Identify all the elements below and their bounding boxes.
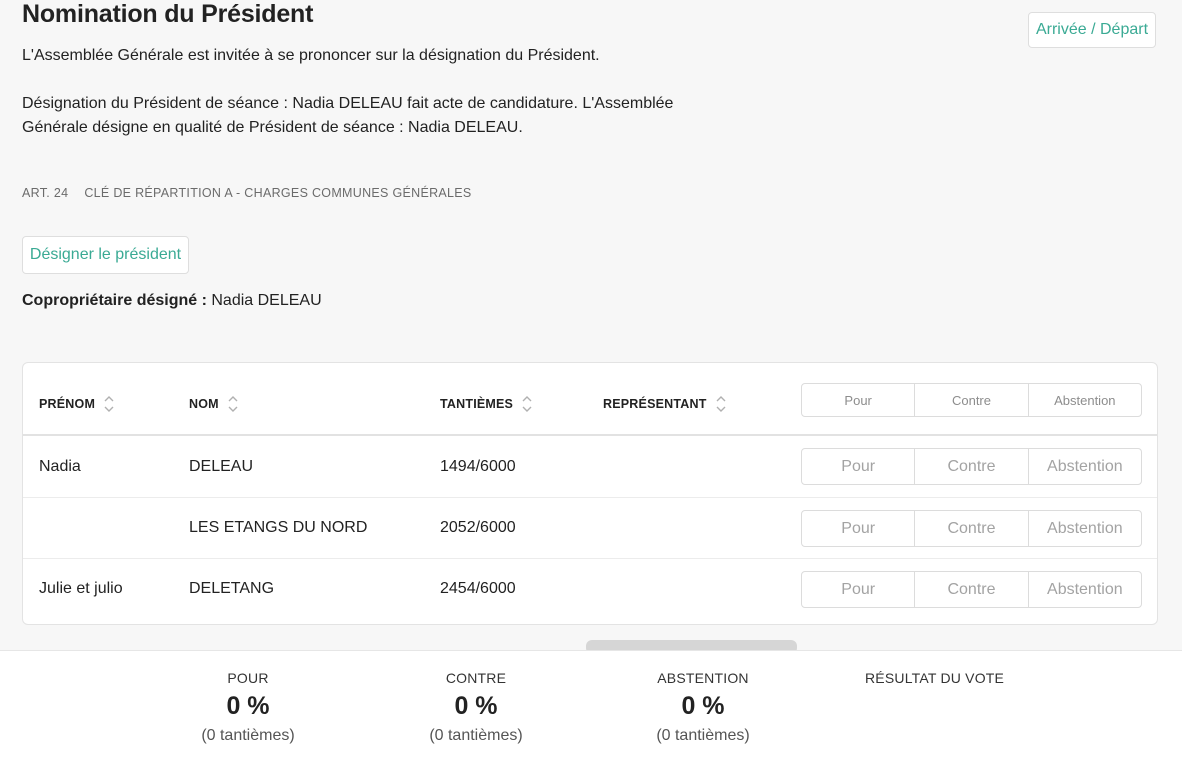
vote-group: Pour Contre Abstention (801, 510, 1142, 547)
cell-nom: LES ETANGS DU NORD (189, 519, 368, 536)
cell-tantiemes: 1494/6000 (440, 458, 516, 475)
arrival-departure-button[interactable]: Arrivée / Départ (1028, 12, 1156, 48)
designated-owner-name: Nadia DELEAU (211, 292, 322, 309)
header-divider (23, 434, 1157, 436)
designated-owner-label: Copropriétaire désigné : (22, 292, 207, 309)
vote-all-contre-button[interactable]: Contre (914, 384, 1027, 416)
sort-icon[interactable] (715, 394, 727, 414)
vote-abstention-button[interactable]: Abstention (1027, 572, 1141, 607)
column-header-tantiemes[interactable]: TANTIÈMES (440, 394, 533, 414)
summary-pour-tantiemes: (0 tantièmes) (201, 727, 295, 744)
vote-contre-button[interactable]: Contre (914, 572, 1027, 607)
cell-tantiemes: 2052/6000 (440, 519, 516, 536)
vote-group: Pour Contre Abstention (801, 448, 1142, 485)
designated-owner: Copropriétaire désigné : Nadia DELEAU (22, 292, 322, 310)
description-line-2: Désignation du Président de séance : Nad… (22, 95, 674, 112)
distribution-key: CLÉ DE RÉPARTITION A - CHARGES COMMUNES … (84, 186, 472, 200)
vote-pour-button[interactable]: Pour (841, 519, 876, 537)
vote-result-label: RÉSULTAT DU VOTE (865, 670, 1005, 686)
cell-prenom: Julie et julio (39, 580, 123, 597)
summary-contre-percent: 0 % (454, 692, 498, 720)
sort-icon[interactable] (521, 394, 533, 414)
sort-icon[interactable] (103, 394, 115, 414)
article-number: ART. 24 (22, 186, 69, 200)
vote-all-pour-button[interactable]: Pour (844, 392, 872, 408)
row-divider (23, 558, 1157, 559)
summary-contre: CONTRE 0 % (0 tantièmes) (376, 670, 576, 745)
column-header-nom-label: NOM (189, 397, 219, 411)
summary-contre-tantiemes: (0 tantièmes) (429, 727, 523, 744)
vote-pour-button[interactable]: Pour (841, 580, 876, 598)
summary-abstention-label: ABSTENTION (657, 670, 749, 686)
summary-abstention-tantiemes: (0 tantièmes) (656, 727, 750, 744)
description-line-1: L'Assemblée Générale est invitée à se pr… (22, 47, 600, 64)
vote-summary-footer: POUR 0 % (0 tantièmes) CONTRE 0 % (0 tan… (0, 650, 1182, 759)
sort-icon[interactable] (227, 394, 239, 414)
description-line-3: Générale désigne en qualité de Président… (22, 119, 523, 136)
summary-abstention: ABSTENTION 0 % (0 tantièmes) (603, 670, 803, 745)
vote-all-group: Pour Contre Abstention (801, 383, 1142, 417)
column-header-representant[interactable]: REPRÉSENTANT (603, 394, 727, 414)
vote-contre-button[interactable]: Contre (914, 449, 1027, 484)
cell-nom: DELEAU (189, 458, 254, 475)
column-header-prenom[interactable]: PRÉNOM (39, 394, 115, 414)
page-title: Nomination du Président (22, 0, 314, 28)
column-header-tantiemes-label: TANTIÈMES (440, 397, 514, 411)
designate-president-button[interactable]: Désigner le président (22, 236, 189, 274)
vote-abstention-button[interactable]: Abstention (1027, 449, 1141, 484)
summary-contre-label: CONTRE (445, 670, 507, 686)
summary-pour: POUR 0 % (0 tantièmes) (148, 670, 348, 745)
cell-nom: DELETANG (189, 580, 275, 597)
column-header-prenom-label: PRÉNOM (39, 397, 96, 411)
summary-pour-percent: 0 % (226, 692, 270, 720)
row-divider (23, 497, 1157, 498)
vote-abstention-button[interactable]: Abstention (1027, 511, 1141, 546)
vote-pour-button[interactable]: Pour (841, 457, 876, 475)
cell-tantiemes: 2454/6000 (440, 580, 516, 597)
summary-pour-label: POUR (227, 670, 269, 686)
owners-table: PRÉNOM NOM TANTIÈMES REPRÉSENTANT Pour C… (22, 362, 1158, 625)
summary-abstention-percent: 0 % (681, 692, 725, 720)
vote-all-abstention-button[interactable]: Abstention (1027, 384, 1141, 416)
vote-group: Pour Contre Abstention (801, 571, 1142, 608)
column-header-nom[interactable]: NOM (189, 394, 239, 414)
column-header-representant-label: REPRÉSENTANT (603, 397, 707, 411)
article-meta: ART. 24 CLÉ DE RÉPARTITION A - CHARGES CO… (22, 186, 472, 200)
vote-contre-button[interactable]: Contre (914, 511, 1027, 546)
cell-prenom: Nadia (39, 458, 81, 475)
